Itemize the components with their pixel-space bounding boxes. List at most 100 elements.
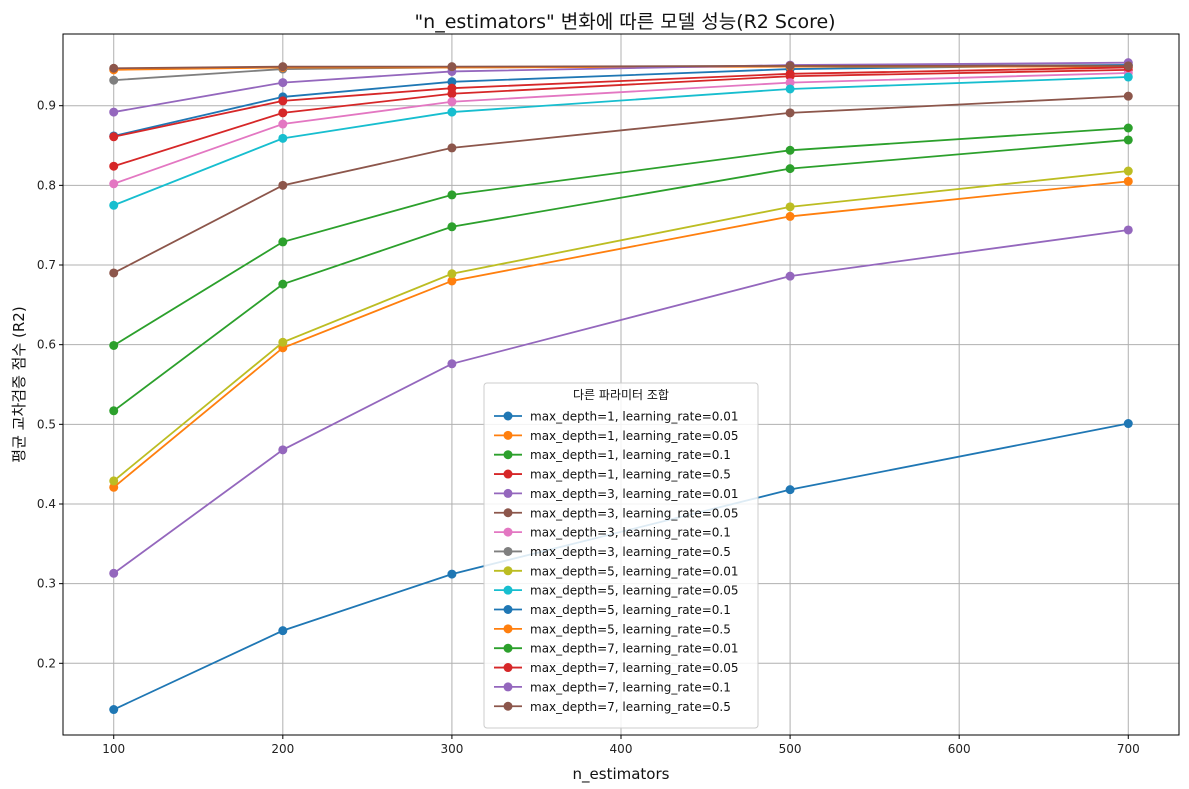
series-16 — [109, 61, 1133, 73]
data-point — [109, 179, 119, 189]
x-tick-label: 600 — [948, 742, 971, 756]
legend-label: max_depth=5, learning_rate=0.1 — [530, 603, 731, 617]
series-10 — [109, 72, 1133, 210]
data-point — [109, 75, 119, 85]
legend-title: 다른 파라미터 조합 — [573, 388, 669, 402]
data-point — [785, 271, 795, 281]
x-tick-label: 300 — [440, 742, 463, 756]
data-point — [1123, 72, 1133, 82]
legend-item: max_depth=5, learning_rate=0.1 — [494, 603, 731, 617]
data-point — [278, 78, 288, 88]
data-point — [785, 78, 795, 88]
series-layer — [109, 58, 1133, 715]
data-point — [447, 97, 457, 107]
data-point — [1123, 419, 1133, 429]
x-axis-label: n_estimators — [573, 765, 670, 784]
data-point — [109, 132, 119, 142]
data-point — [785, 164, 795, 174]
legend-item: max_depth=5, learning_rate=0.05 — [494, 584, 739, 598]
legend-label: max_depth=3, learning_rate=0.05 — [530, 506, 739, 520]
legend-item: max_depth=3, learning_rate=0.05 — [494, 506, 739, 520]
data-point — [785, 61, 795, 71]
legend-marker — [503, 450, 513, 460]
data-point — [447, 62, 457, 72]
legend-item: max_depth=7, learning_rate=0.1 — [494, 680, 731, 694]
legend-label: max_depth=1, learning_rate=0.1 — [530, 448, 731, 462]
legend-marker — [503, 527, 513, 537]
series-13 — [109, 135, 1133, 416]
data-point — [1123, 176, 1133, 186]
legend-item: max_depth=7, learning_rate=0.01 — [494, 642, 739, 656]
data-point — [447, 83, 457, 93]
legend: 다른 파라미터 조합 max_depth=1, learning_rate=0.… — [483, 382, 759, 729]
legend-marker — [503, 469, 513, 479]
data-point — [447, 222, 457, 232]
legend-marker — [503, 605, 513, 614]
x-tick-label: 500 — [779, 742, 802, 756]
data-point — [447, 143, 457, 153]
legend-label: max_depth=1, learning_rate=0.01 — [530, 410, 739, 424]
series-3 — [109, 123, 1133, 350]
x-tick-label: 200 — [271, 742, 294, 756]
legend-label: max_depth=3, learning_rate=0.5 — [530, 545, 731, 559]
legend-item: max_depth=3, learning_rate=0.5 — [494, 545, 731, 559]
data-point — [109, 568, 119, 578]
data-point — [278, 62, 288, 72]
legend-label: max_depth=3, learning_rate=0.01 — [530, 487, 739, 501]
x-tick-label: 400 — [610, 742, 633, 756]
legend-marker — [503, 585, 513, 595]
data-point — [109, 161, 119, 171]
legend-label: max_depth=7, learning_rate=0.05 — [530, 661, 739, 675]
data-point — [109, 705, 119, 715]
legend-item: max_depth=7, learning_rate=0.5 — [494, 700, 731, 714]
data-point — [785, 69, 795, 79]
legend-label: max_depth=5, learning_rate=0.5 — [530, 622, 731, 636]
data-point — [785, 485, 795, 495]
y-axis-label: 평균 교차검증 점수 (R2) — [10, 306, 28, 462]
legend-marker — [503, 430, 513, 440]
y-tick-label: 0.2 — [37, 656, 56, 670]
legend-label: max_depth=1, learning_rate=0.5 — [530, 468, 731, 482]
legend-label: max_depth=7, learning_rate=0.01 — [530, 642, 739, 656]
legend-label: max_depth=5, learning_rate=0.05 — [530, 584, 739, 598]
legend-marker — [503, 643, 513, 653]
data-point — [1123, 61, 1133, 71]
data-point — [447, 77, 457, 87]
data-point — [1123, 123, 1133, 133]
legend-marker — [503, 508, 513, 518]
y-tick-label: 0.8 — [37, 178, 56, 192]
data-point — [278, 279, 288, 289]
data-point — [447, 107, 457, 117]
data-point — [1123, 225, 1133, 235]
legend-label: max_depth=5, learning_rate=0.01 — [530, 564, 739, 578]
data-point — [109, 268, 119, 278]
data-point — [278, 337, 288, 347]
legend-label: max_depth=7, learning_rate=0.5 — [530, 700, 731, 714]
data-point — [109, 406, 119, 416]
data-point — [1123, 135, 1133, 145]
data-point — [785, 84, 795, 94]
y-axis-ticks: 0.2 0.3 0.4 0.5 0.6 0.7 0.8 0.9 — [37, 99, 63, 670]
data-point — [278, 445, 288, 455]
data-point — [447, 269, 457, 279]
series-9 — [109, 166, 1133, 486]
legend-marker — [503, 566, 513, 576]
legend-item: max_depth=5, learning_rate=0.01 — [494, 564, 739, 578]
legend-marker — [503, 701, 513, 711]
y-tick-label: 0.4 — [37, 497, 56, 511]
legend-item: max_depth=1, learning_rate=0.5 — [494, 468, 731, 482]
data-point — [278, 626, 288, 636]
legend-marker — [503, 411, 513, 421]
legend-label: max_depth=1, learning_rate=0.05 — [530, 429, 739, 443]
data-point — [785, 211, 795, 221]
legend-marker — [503, 624, 513, 634]
legend-label: max_depth=7, learning_rate=0.1 — [530, 680, 731, 694]
data-point — [785, 202, 795, 212]
x-axis-ticks: 100 200 300 400 500 600 700 — [102, 735, 1140, 756]
data-point — [109, 340, 119, 350]
x-tick-label: 700 — [1117, 742, 1140, 756]
data-point — [109, 482, 119, 492]
legend-marker — [503, 682, 513, 692]
data-point — [447, 190, 457, 200]
